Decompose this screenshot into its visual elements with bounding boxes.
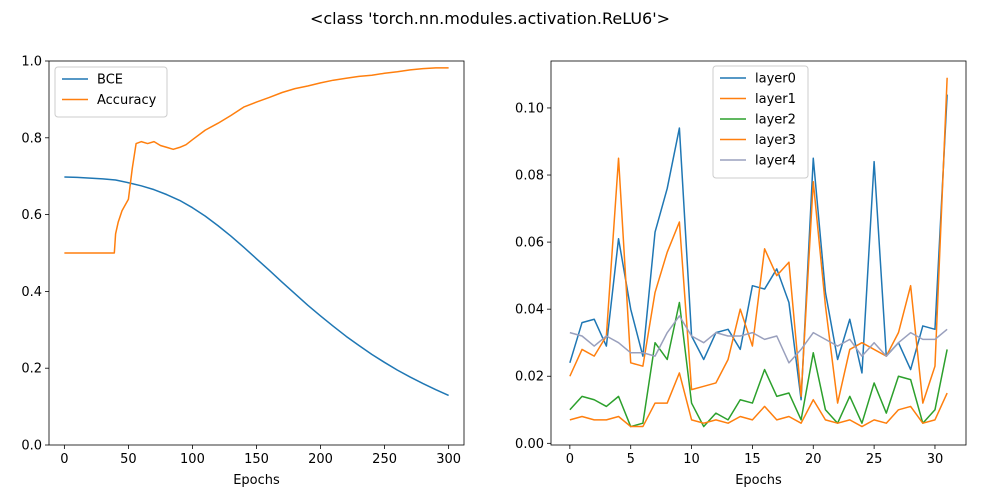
x-tick-label: 250 [372, 452, 397, 467]
right-chart: 0 5 10 15 20 25 30 0.00 0.02 0.04 0.06 0.08 0.10 Epoc… [515, 60, 967, 488]
y-tick-label: 0.04 [515, 303, 544, 318]
figure-title: <class 'torch.nn.modules.activation.ReLU… [310, 9, 670, 28]
x-tick-label: 15 [744, 452, 761, 467]
x-tick-label: 10 [683, 452, 700, 467]
y-tick-label: 0.10 [515, 101, 544, 116]
x-tick-label: 100 [180, 452, 205, 467]
x-tick-label: 50 [120, 452, 137, 467]
y-tick-label: 0.4 [21, 285, 42, 300]
y-tick-label: 0.00 [515, 437, 544, 452]
y-tick-label: 0.2 [21, 362, 42, 377]
x-tick-label: 0 [566, 452, 574, 467]
series-line-layer0 [569, 94, 948, 401]
legend-label-layer3: layer3 [755, 133, 796, 148]
y-tick-label: 1.0 [21, 55, 42, 70]
legend-label-layer1: layer1 [755, 92, 796, 107]
legend-label-accuracy: Accuracy [97, 93, 157, 108]
y-tick-label: 0.08 [515, 169, 544, 184]
x-tick-label: 300 [436, 452, 461, 467]
x-tick-label: 150 [244, 452, 269, 467]
x-axis-label: Epochs [735, 473, 782, 488]
x-tick-label: 30 [927, 452, 944, 467]
x-tick-label: 0 [60, 452, 68, 467]
legend-label-layer0: layer0 [755, 72, 796, 87]
series-line-layer4 [569, 315, 948, 364]
legend-label-bce: BCE [97, 73, 123, 88]
y-tick-label: 0.8 [21, 131, 42, 146]
y-tick-label: 0.6 [21, 208, 42, 223]
y-tick-label: 0.02 [515, 370, 544, 385]
series-line-layer1 [569, 77, 948, 404]
legend-label-layer4: layer4 [755, 154, 796, 169]
x-tick-label: 20 [805, 452, 822, 467]
x-axis-label: Epochs [233, 473, 280, 488]
x-tick-label: 5 [627, 452, 635, 467]
series-line-bce [64, 176, 449, 397]
y-tick-label: 0.06 [515, 236, 544, 251]
left-chart: 0 50 100 150 200 250 300 0.0 0.2 0.4 0.6 0.8 1.0 Epoc… [21, 55, 465, 488]
x-tick-label: 200 [308, 452, 333, 467]
legend-label-layer2: layer2 [755, 113, 796, 128]
legend-box [712, 65, 809, 179]
series-line-layer3 [569, 372, 948, 428]
series-line-accuracy [64, 67, 449, 254]
x-tick-label: 25 [866, 452, 883, 467]
axes-frame [550, 60, 967, 446]
y-tick-label: 0.0 [21, 439, 42, 454]
